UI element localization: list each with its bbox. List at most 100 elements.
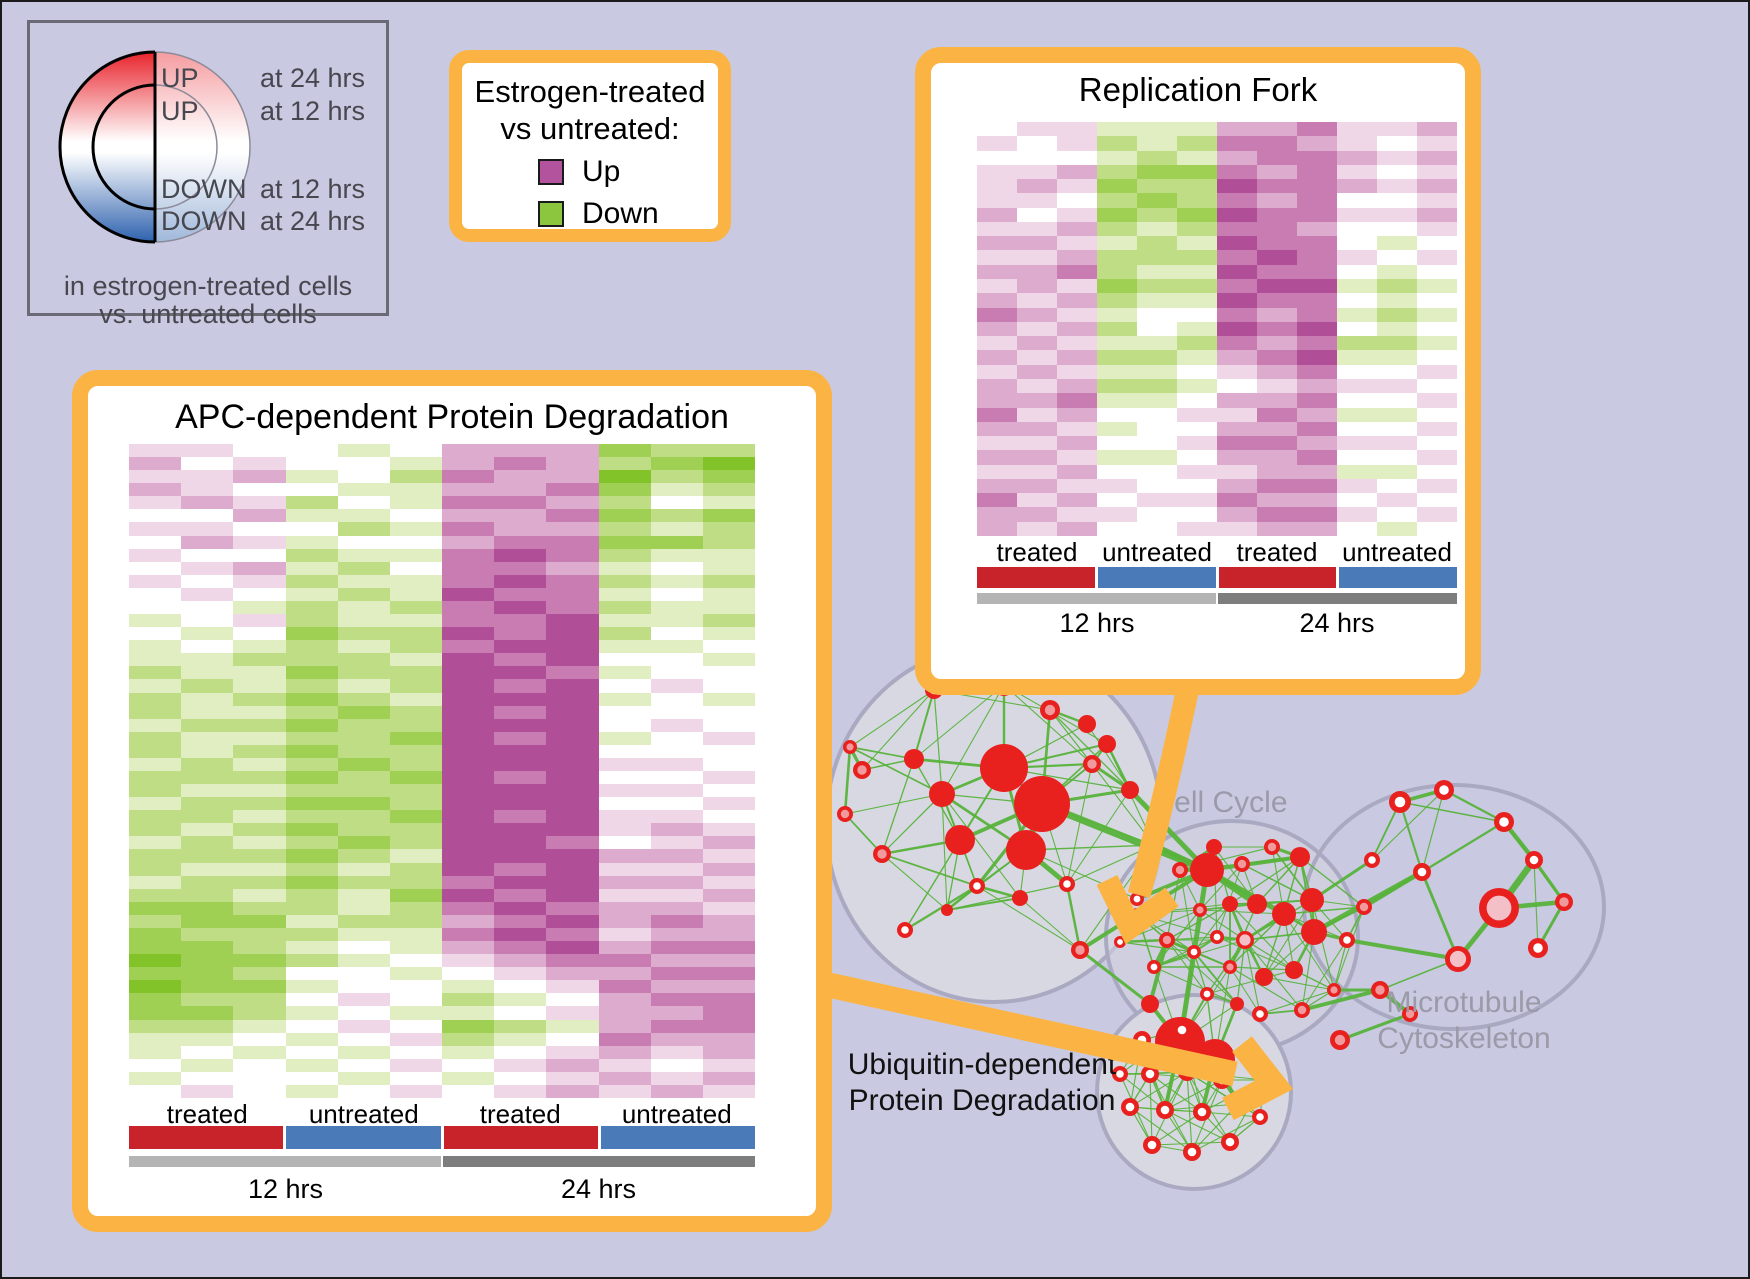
heatmap-cell: [1417, 464, 1457, 479]
heatmap-cell: [1337, 321, 1377, 337]
heatmap-cell: [1017, 478, 1057, 494]
heatmap-cell: [233, 483, 286, 497]
heatmap-cell: [389, 1032, 442, 1046]
heatmap-cell: [1177, 507, 1217, 522]
heatmap-cell: [1297, 350, 1337, 365]
heatmap-cell: [1337, 150, 1377, 165]
heatmap-cell: [702, 1006, 755, 1020]
heatmap-cell: [1297, 421, 1337, 437]
heatmap-cell: [442, 509, 495, 523]
heatmap-cell: [546, 692, 599, 706]
heatmap-cell: [389, 875, 442, 889]
up-label: Up: [582, 155, 621, 188]
heatmap-cell: [285, 757, 338, 771]
network-node-center: [1197, 1107, 1207, 1117]
heatmap-cell: [181, 444, 234, 458]
heatmap-cell: [1137, 307, 1177, 322]
heatmap-cell: [181, 561, 234, 575]
heatmap-cell: [702, 731, 755, 745]
heatmap-cell: [1417, 136, 1457, 151]
hrs12-bar: [129, 1156, 441, 1167]
heatmap-cell: [1377, 307, 1417, 322]
network-node: [1301, 919, 1327, 945]
heatmap-cell: [1217, 364, 1257, 379]
network-edge: [1199, 909, 1285, 915]
heatmap-cell: [650, 561, 703, 575]
group-label: treated: [166, 1099, 248, 1129]
heatmap-cell: [598, 875, 651, 889]
heatmap-cell: [1137, 293, 1177, 308]
network-node: [1272, 902, 1296, 926]
heatmap-cell: [337, 810, 390, 824]
heatmap-cell: [1337, 264, 1377, 280]
heatmap-cell: [1217, 193, 1257, 208]
heatmap-cell: [1097, 521, 1137, 536]
network-edge: [1119, 1073, 1166, 1111]
heatmap-cell: [1297, 478, 1337, 494]
network-node-center: [973, 882, 981, 890]
heatmap-cell: [129, 522, 182, 536]
heatmap-cell: [285, 1084, 338, 1098]
heatmap-cell: [598, 640, 651, 654]
up-outer-time: at 24 hrs: [259, 63, 365, 93]
network-node-center: [1375, 985, 1385, 995]
heatmap-cell: [1097, 250, 1137, 265]
heatmap-cell: [546, 1019, 599, 1033]
heatmap-cell: [1337, 450, 1377, 465]
heatmap-cell: [1417, 250, 1457, 265]
heatmap-cell: [1217, 264, 1257, 280]
heatmap-cell: [1417, 236, 1457, 251]
network-edge: [881, 793, 943, 855]
heatmap-cell: [442, 744, 495, 758]
heatmap-cell: [129, 731, 182, 745]
heatmap-cell: [129, 666, 182, 680]
heatmap-cell: [442, 914, 495, 928]
heatmap-cell: [389, 849, 442, 863]
heatmap-cell: [1257, 164, 1297, 180]
network-edge: [1339, 1012, 1411, 1042]
network-edge: [1151, 1111, 1203, 1146]
heatmap-cell: [1097, 136, 1137, 151]
heatmap-cell: [389, 941, 442, 955]
network-node-center: [1359, 902, 1369, 912]
heatmap-cell: [129, 574, 182, 588]
heatmap-cell: [1257, 450, 1297, 465]
heatmap-cell: [337, 744, 390, 758]
heatmap-cell: [233, 692, 286, 706]
heatmap-cell: [389, 954, 442, 968]
network-edge: [976, 885, 1081, 951]
panel-title: Replication Fork: [1078, 71, 1318, 108]
heatmap-cell: [1257, 136, 1297, 151]
heatmap-cell: [1297, 179, 1337, 194]
network-node-center: [1190, 948, 1198, 956]
heatmap-cell: [233, 941, 286, 955]
heatmap-cell: [337, 784, 390, 798]
heatmap-cell: [337, 797, 390, 811]
heatmap-cell: [1177, 350, 1217, 365]
heatmap-cell: [442, 548, 495, 562]
heatmap-cell: [442, 810, 495, 824]
heatmap-cell: [977, 264, 1017, 280]
network-edge: [1283, 913, 1335, 991]
network-node-center: [1225, 1137, 1235, 1147]
heatmap-cell: [129, 587, 182, 601]
group-label: untreated: [308, 1099, 419, 1129]
heatmap-cell: [1097, 236, 1137, 251]
heatmap-cell: [1257, 407, 1297, 422]
untreated-bar: [286, 1126, 441, 1149]
heatmap-cell: [546, 797, 599, 811]
heatmap-cell: [650, 954, 703, 968]
heatmap-cell: [1057, 236, 1097, 251]
group-label: treated: [996, 537, 1078, 567]
heatmap-cell: [1417, 193, 1457, 208]
heatmap-cell: [1137, 336, 1177, 351]
heatmap-cell: [442, 823, 495, 837]
heatmap-cell: [494, 862, 547, 876]
heatmap-cell: [598, 1045, 651, 1059]
heatmap-cell: [1337, 436, 1377, 451]
heatmap-cell: [181, 980, 234, 994]
time-label-12hrs: 12 hrs: [1059, 608, 1135, 638]
network-node: [1006, 830, 1046, 870]
heatmap-cell: [442, 888, 495, 902]
network-node: [1121, 781, 1139, 799]
